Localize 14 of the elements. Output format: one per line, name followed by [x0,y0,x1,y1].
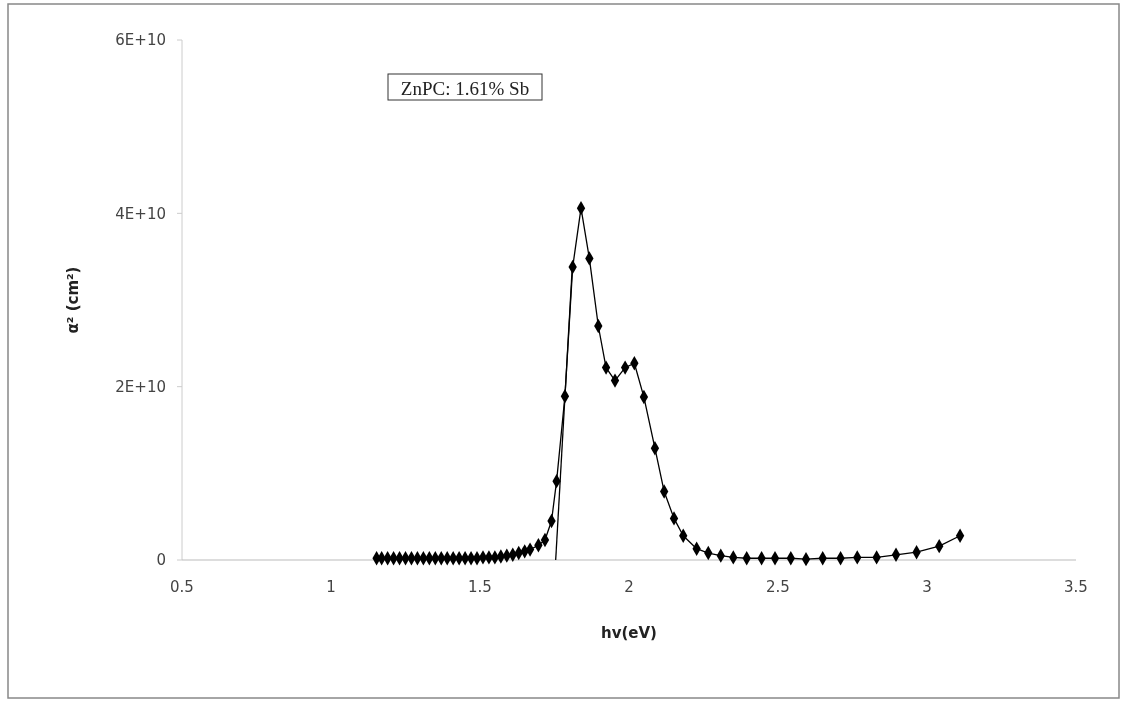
x-tick-label: 3 [922,578,932,596]
x-tick-label: 2 [624,578,634,596]
y-tick-label: 0 [156,551,166,570]
x-tick-label: 2.5 [766,578,790,596]
annotation: ZnPC: 1.61% Sb [400,77,530,99]
y-tick-label: 4E+10 [115,204,166,223]
y-axis-title: α² (cm²) [64,266,82,334]
y-tick-label: 2E+10 [115,377,166,396]
x-tick-label: 3.5 [1064,578,1088,596]
y-tick-label: 6E+10 [115,31,166,50]
x-axis-title: hv(eV) [601,624,657,642]
x-tick-label: 1 [326,578,336,596]
x-tick-label: 1.5 [468,578,492,596]
x-tick-label: 0.5 [170,578,194,596]
